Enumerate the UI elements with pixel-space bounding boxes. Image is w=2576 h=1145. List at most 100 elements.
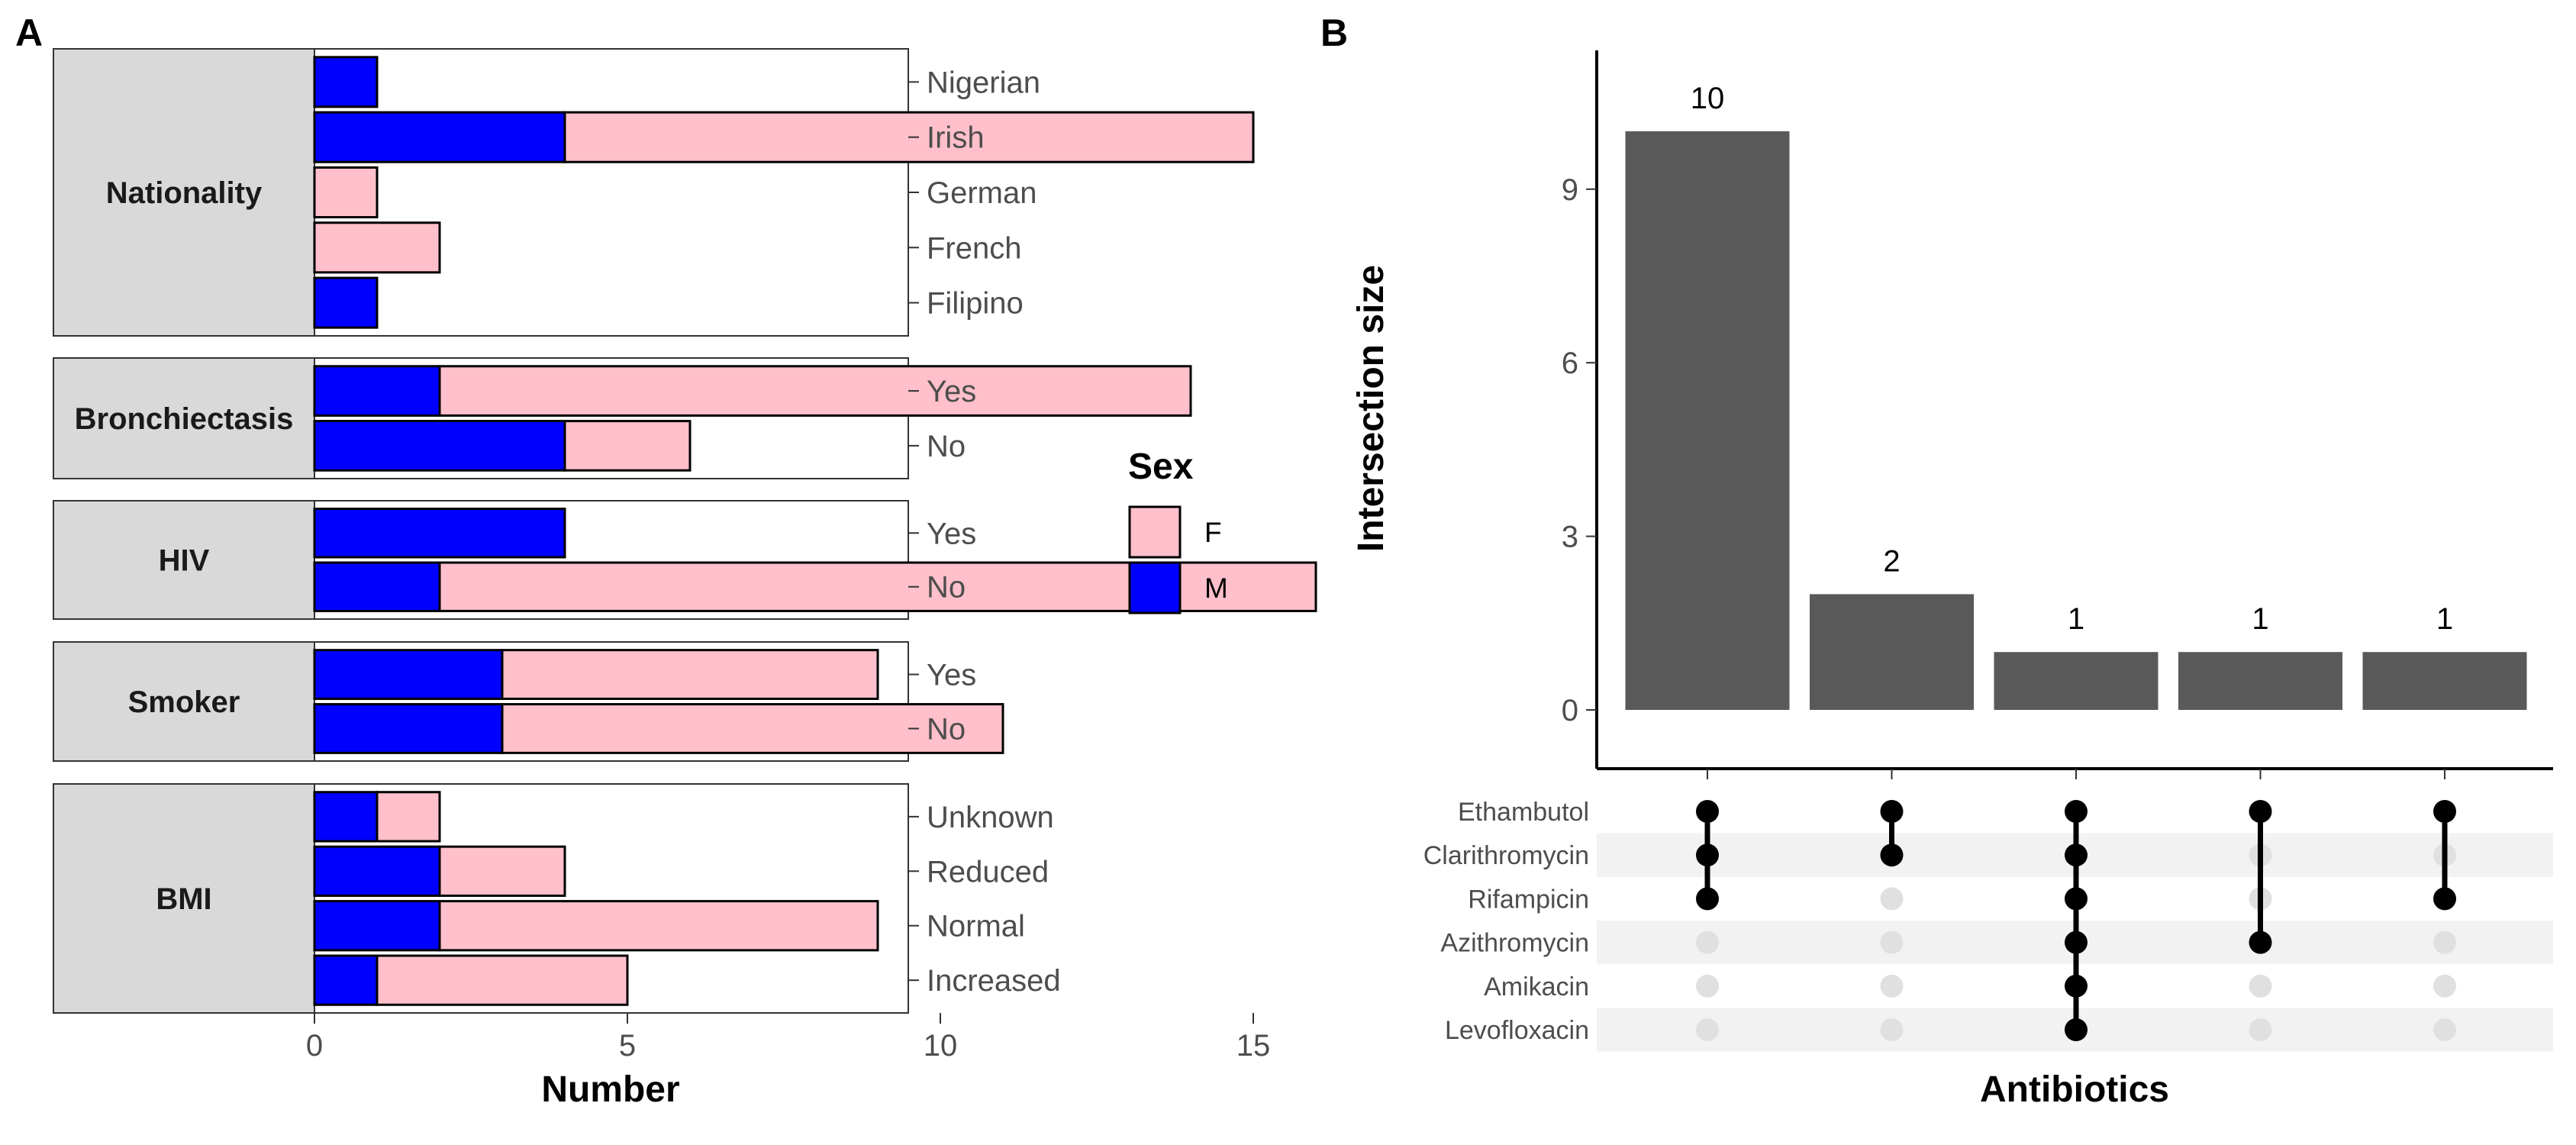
x-tick-label: 0 xyxy=(306,1029,323,1063)
x-axis-title: Antibiotics xyxy=(1980,1069,2169,1110)
bar-segment-f xyxy=(438,900,879,952)
y-tick-label: 6 xyxy=(1562,347,1578,380)
bar-segment-f xyxy=(376,791,441,843)
intersection-bar xyxy=(2178,652,2342,710)
bar-segment-f xyxy=(501,703,1004,754)
bar-segment-f xyxy=(501,649,879,700)
bar-segment-f xyxy=(563,111,1255,163)
bar-segment-m xyxy=(313,791,379,843)
bar-segment-m xyxy=(313,703,504,754)
y-tick-label: German xyxy=(927,176,1037,210)
bar-segment-m xyxy=(313,900,441,952)
matrix-dot-inactive xyxy=(1880,931,1904,954)
legend-title: Sex xyxy=(1128,447,1194,487)
matrix-dot-active xyxy=(2249,931,2272,954)
bar-segment-m xyxy=(313,56,379,108)
bar-value-label: 1 xyxy=(2068,602,2084,636)
matrix-dot-inactive xyxy=(1880,1018,1904,1041)
matrix-dot-active xyxy=(2065,1018,2088,1041)
y-tick-label: Normal xyxy=(927,910,1025,943)
matrix-dot-active xyxy=(2065,800,2088,823)
x-tick-label: 15 xyxy=(1236,1029,1271,1063)
facet-strip xyxy=(53,641,315,762)
matrix-dot-active xyxy=(1880,843,1904,867)
matrix-dot-inactive xyxy=(2433,931,2456,954)
y-tick-label: No xyxy=(927,712,966,746)
y-tick-label: Unknown xyxy=(927,801,1054,834)
facet-strip xyxy=(53,783,315,1014)
matrix-dot-active xyxy=(2249,800,2272,823)
y-tick-label: No xyxy=(927,571,966,605)
legend-label: M xyxy=(1204,572,1228,604)
facet-label: Nationality xyxy=(106,176,263,210)
matrix-dot-inactive xyxy=(1696,931,1719,954)
bar-segment-m xyxy=(313,420,566,472)
matrix-dot-inactive xyxy=(2433,1018,2456,1041)
bar-segment-m xyxy=(313,845,441,897)
bar-segment-m xyxy=(313,276,379,329)
set-label: Levofloxacin xyxy=(1445,1016,1589,1045)
matrix-dot-inactive xyxy=(2433,974,2456,998)
bar-segment-f xyxy=(313,221,441,274)
facet-label: Bronchiectasis xyxy=(75,402,294,436)
panel-b: B 0 3 6 9 Intersection size 10 2 1 1 1 Ethambutol C… xyxy=(1320,11,2553,1110)
bar-segment-m xyxy=(313,365,441,417)
y-tick-label: Yes xyxy=(927,517,976,550)
bar-segment-f xyxy=(438,845,566,897)
intersection-bar xyxy=(1625,131,1790,710)
matrix-dot-active xyxy=(2065,931,2088,954)
matrix-dot-active xyxy=(2433,887,2456,911)
y-tick-label: Irish xyxy=(927,121,985,155)
facet-strip xyxy=(53,500,315,620)
x-axis-title: Number xyxy=(541,1069,679,1110)
legend-key-f xyxy=(1128,505,1182,559)
y-tick-label: Reduced xyxy=(927,855,1049,889)
y-tick-label: French xyxy=(927,231,1022,265)
bar-value-label: 1 xyxy=(2252,602,2268,636)
matrix-dot-active xyxy=(2065,974,2088,998)
set-label: Amikacin xyxy=(1484,972,1589,1001)
intersection-bar xyxy=(1994,652,2158,710)
x-tick-label: 5 xyxy=(619,1029,636,1063)
bar-value-label: 1 xyxy=(2436,602,2453,636)
legend-key-m xyxy=(1128,561,1182,614)
set-label: Ethambutol xyxy=(1458,798,1589,827)
set-label: Rifampicin xyxy=(1468,885,1589,914)
matrix-dot-inactive xyxy=(1696,1018,1719,1041)
bar-segment-f xyxy=(376,954,629,1006)
matrix-dot-inactive xyxy=(1880,887,1904,911)
bar-segment-m xyxy=(313,111,566,163)
bar-value-label: 2 xyxy=(1883,544,1900,578)
y-tick-label: 9 xyxy=(1562,173,1578,207)
y-tick-label: Yes xyxy=(927,375,976,408)
facet-label: HIV xyxy=(159,544,210,578)
x-tick-label: 10 xyxy=(924,1029,958,1063)
bar-segment-m xyxy=(313,508,566,559)
intersection-bar xyxy=(1810,594,1974,710)
facet-label: Smoker xyxy=(128,685,240,719)
bar-segment-f xyxy=(313,166,379,219)
bar-segment-f xyxy=(438,365,1192,417)
legend-label: F xyxy=(1204,517,1222,548)
panel-b-letter: B xyxy=(1320,11,1348,54)
matrix-dot-active xyxy=(2065,843,2088,867)
bar-segment-f xyxy=(563,420,692,472)
y-tick-label: 3 xyxy=(1562,521,1578,554)
matrix-dot-active xyxy=(1696,843,1719,867)
panel-a: A Nationality Nigerian Irish German French Fi… xyxy=(15,11,1317,1110)
facet-strip xyxy=(53,357,315,479)
matrix-dot-inactive xyxy=(2249,1018,2272,1041)
y-tick-label: Yes xyxy=(927,659,976,692)
bar-segment-m xyxy=(313,649,504,700)
y-tick-label: Filipino xyxy=(927,287,1024,321)
bar-segment-f xyxy=(438,561,1317,612)
matrix-dot-active xyxy=(2065,887,2088,911)
matrix-dot-active xyxy=(1880,800,1904,823)
y-tick-label: Nigerian xyxy=(927,66,1040,99)
intersection-bar xyxy=(2362,652,2527,710)
y-tick-label: 0 xyxy=(1562,694,1578,727)
sex-legend: Sex FM xyxy=(1128,447,1228,614)
bar-value-label: 10 xyxy=(1691,82,1725,115)
y-axis-title: Intersection size xyxy=(1351,265,1391,552)
